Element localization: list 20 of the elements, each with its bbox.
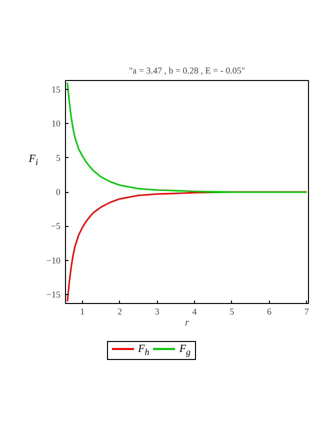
y-tick-label: 0 (56, 187, 61, 197)
x-tick-label: 1 (80, 306, 85, 316)
x-tick-label: 2 (117, 306, 122, 316)
x-tick-label: 6 (266, 306, 272, 316)
chart-title: "a = 3.47 , b = 0.28 , E = - 0.05" (128, 66, 246, 76)
x-tick-label: 5 (230, 306, 235, 316)
y-axis-title: F$_{i}$ (28, 153, 38, 168)
x-tick-label: 3 (154, 306, 160, 316)
legend-label: F$_{h}$ (138, 343, 150, 358)
y-tick-label: 10 (52, 118, 61, 129)
y-tick-label: 15 (52, 84, 61, 94)
x-tick-label: 4 (192, 306, 198, 316)
y-tick-label: −5 (50, 221, 61, 232)
x-axis-title: r (185, 318, 190, 328)
y-tick-label: −10 (46, 255, 61, 266)
legend-label: F$_{g}$ (179, 343, 191, 358)
x-tick-label: 7 (304, 306, 310, 316)
y-tick-label: 5 (56, 152, 61, 163)
y-tick-label: −15 (46, 290, 61, 300)
line-series (66, 82, 308, 193)
